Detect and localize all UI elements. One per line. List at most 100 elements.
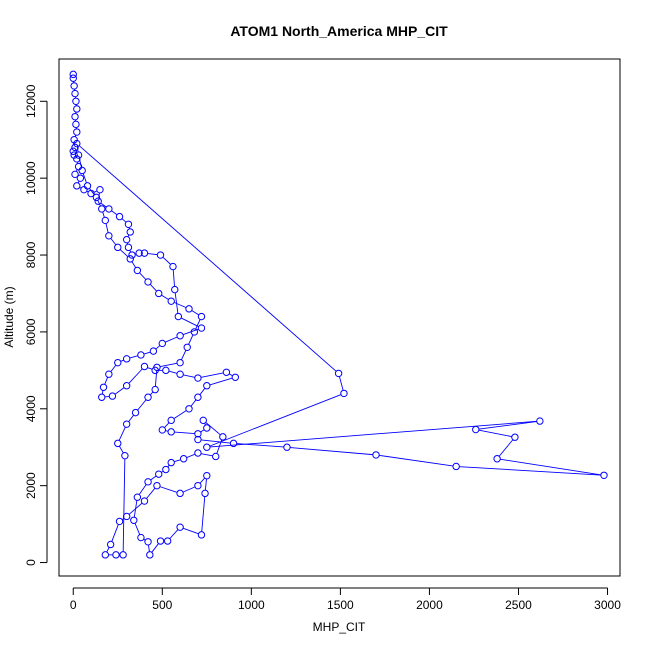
data-point bbox=[73, 139, 81, 148]
series-line-segment bbox=[181, 317, 199, 327]
data-point bbox=[190, 328, 199, 336]
series-line-segment bbox=[110, 238, 117, 245]
series-line-segment bbox=[173, 410, 187, 419]
series-line-segment bbox=[290, 447, 373, 456]
series-line-segment bbox=[209, 377, 233, 386]
series-line-segment bbox=[201, 453, 213, 457]
data-point bbox=[197, 531, 206, 539]
data-point bbox=[185, 405, 193, 413]
data-point bbox=[73, 105, 81, 113]
series-line-segment bbox=[201, 439, 231, 444]
data-point bbox=[69, 147, 77, 155]
series-line-segment bbox=[147, 253, 158, 256]
data-point bbox=[144, 393, 152, 401]
data-point bbox=[334, 369, 343, 378]
data-point bbox=[70, 82, 78, 90]
data-point bbox=[176, 358, 184, 367]
y-tick-label: 8000 bbox=[24, 241, 38, 268]
data-point bbox=[115, 517, 124, 526]
data-point bbox=[156, 251, 165, 259]
series-line-segment bbox=[199, 388, 206, 395]
data-point bbox=[203, 443, 211, 451]
data-point bbox=[122, 235, 131, 244]
data-point bbox=[194, 393, 202, 401]
data-point bbox=[155, 289, 163, 298]
data-point bbox=[105, 205, 113, 213]
data-point bbox=[114, 243, 122, 252]
series-line-segment bbox=[236, 443, 284, 448]
series-line-segment bbox=[201, 372, 224, 378]
series-line-segment bbox=[210, 420, 537, 448]
series-line-segment bbox=[183, 374, 195, 378]
data-point bbox=[122, 420, 131, 428]
series-line-segment bbox=[150, 284, 157, 292]
series-line-segment bbox=[204, 479, 207, 491]
data-point bbox=[222, 368, 231, 376]
series-line-segment bbox=[89, 188, 95, 195]
y-tick-label: 12000 bbox=[24, 84, 38, 118]
data-point bbox=[71, 89, 79, 98]
data-point bbox=[144, 538, 152, 546]
series-line-segment bbox=[205, 422, 221, 436]
series-line-segment bbox=[183, 527, 199, 535]
series-line-segment bbox=[94, 190, 98, 193]
series-line-segment bbox=[479, 421, 537, 430]
data-point bbox=[162, 366, 170, 375]
data-point bbox=[169, 262, 177, 271]
data-point bbox=[153, 363, 161, 371]
plot-frame bbox=[58, 58, 621, 577]
series-line-segment bbox=[201, 496, 206, 532]
series-line-segment bbox=[122, 459, 126, 552]
data-point bbox=[130, 516, 138, 524]
data-point bbox=[69, 74, 77, 82]
series-line-segment bbox=[174, 302, 187, 308]
data-point bbox=[101, 551, 110, 559]
data-point bbox=[105, 370, 113, 378]
series-line-segment bbox=[165, 336, 178, 343]
data-point bbox=[133, 493, 142, 501]
data-point bbox=[72, 97, 80, 105]
data-point bbox=[194, 430, 202, 438]
data-point bbox=[71, 112, 79, 121]
series-line-segment bbox=[119, 446, 124, 453]
chart-title: ATOM1 North_America MHP_CIT bbox=[230, 23, 448, 39]
y-tick-label: 2000 bbox=[24, 472, 38, 499]
series-line-segment bbox=[150, 475, 157, 481]
data-point bbox=[201, 489, 209, 498]
data-point bbox=[126, 228, 134, 236]
series-line-segment bbox=[111, 524, 119, 542]
data-point bbox=[121, 451, 129, 460]
data-point bbox=[167, 297, 175, 305]
series-line-segment bbox=[120, 359, 124, 362]
data-point bbox=[124, 243, 133, 252]
data-point bbox=[122, 512, 131, 521]
data-point bbox=[76, 174, 85, 182]
data-point bbox=[140, 497, 149, 505]
data-point bbox=[511, 433, 519, 441]
series-line-segment bbox=[191, 310, 199, 316]
series-line-segment bbox=[200, 429, 205, 433]
series-line-segment bbox=[161, 294, 169, 300]
series-line-segment bbox=[181, 350, 187, 360]
data-point bbox=[163, 537, 172, 545]
series-line-segment bbox=[500, 458, 601, 476]
series-line-segment bbox=[174, 431, 195, 434]
data-point bbox=[600, 471, 608, 479]
data-point bbox=[452, 462, 460, 471]
series-line-segment bbox=[131, 261, 136, 268]
series-line-segment bbox=[160, 362, 177, 368]
y-axis: 0 2000 4000 6000 8000 10000 12000 bbox=[24, 84, 48, 566]
data-point bbox=[106, 540, 115, 549]
data-point bbox=[194, 435, 202, 444]
data-point bbox=[69, 70, 77, 79]
data-point bbox=[203, 382, 211, 390]
series-line-segment bbox=[478, 429, 512, 438]
series-line-segment bbox=[101, 390, 104, 394]
data-point bbox=[74, 151, 83, 159]
series-line-segment bbox=[379, 454, 453, 467]
x-tick-label: 1000 bbox=[238, 598, 265, 612]
y-tick-label: 6000 bbox=[24, 318, 38, 345]
series-line-segment bbox=[229, 373, 233, 377]
series-line-segment bbox=[339, 376, 344, 391]
data-point bbox=[229, 439, 238, 448]
